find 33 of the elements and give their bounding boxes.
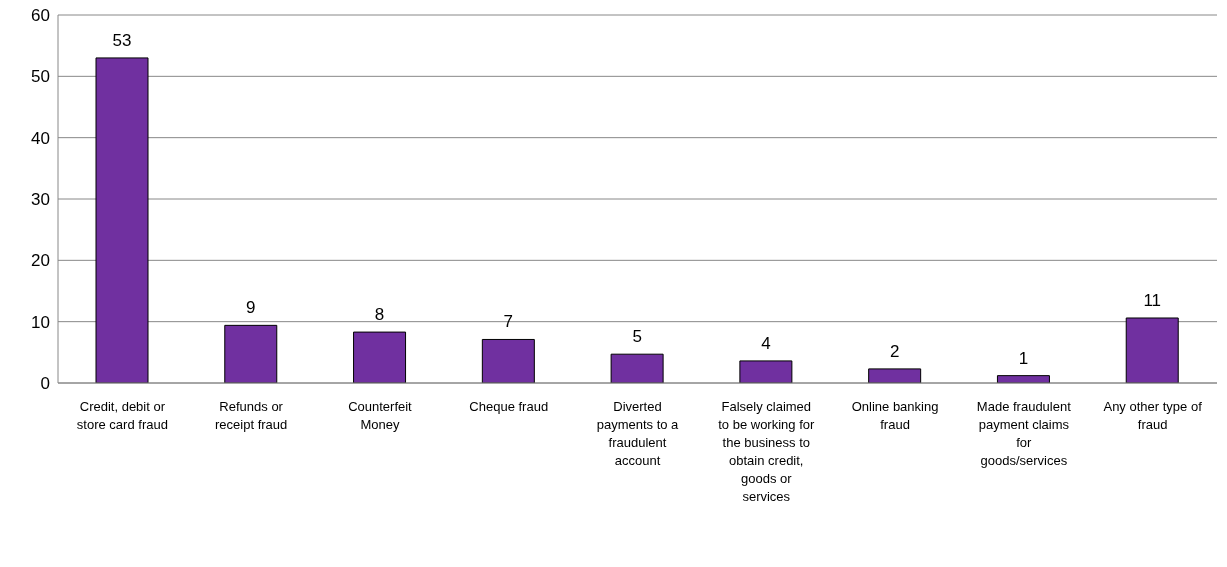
x-tick-label: Refunds or receipt fraud: [215, 399, 288, 432]
data-label: 9: [246, 298, 256, 318]
x-tick-label: Online banking fraud: [851, 399, 939, 432]
bar: [610, 353, 664, 383]
data-label: 7: [503, 312, 514, 332]
data-label: 2: [889, 341, 900, 361]
y-tick-label: 50: [31, 67, 50, 87]
y-tick-label: 20: [31, 251, 50, 271]
bar: [95, 57, 149, 383]
bar: [739, 360, 793, 383]
bar: [353, 331, 407, 383]
y-tick-label: 30: [31, 190, 50, 210]
x-tick-label: Made fraudulent payment claims for goods/services: [976, 399, 1072, 468]
y-tick-label: 40: [31, 128, 50, 148]
bar: [1125, 317, 1179, 383]
data-label: 53: [112, 30, 132, 50]
y-tick-label: 0: [40, 374, 50, 394]
bar: [481, 338, 535, 383]
y-tick-label: 60: [31, 6, 50, 26]
data-label: 11: [1143, 290, 1162, 310]
x-tick-label: Credit, debit or store card fraud: [76, 399, 168, 432]
x-tick-label: Falsely claimed to be working for the business to obtain credit, goods or services: [718, 399, 815, 504]
data-label: 8: [374, 305, 385, 325]
data-label: 4: [761, 333, 771, 353]
x-tick-label: Any other type of fraud: [1103, 399, 1203, 432]
data-label: 1: [1018, 348, 1029, 368]
y-tick-label: 10: [31, 312, 50, 332]
x-tick-label: Counterfeit Money: [348, 399, 413, 432]
bar: [224, 324, 278, 383]
x-tick-label: Cheque fraud: [469, 399, 549, 414]
x-tick-label: Diverted payments to a fraudulent account: [596, 399, 680, 468]
data-label: 5: [632, 327, 642, 347]
bar: [868, 368, 922, 383]
